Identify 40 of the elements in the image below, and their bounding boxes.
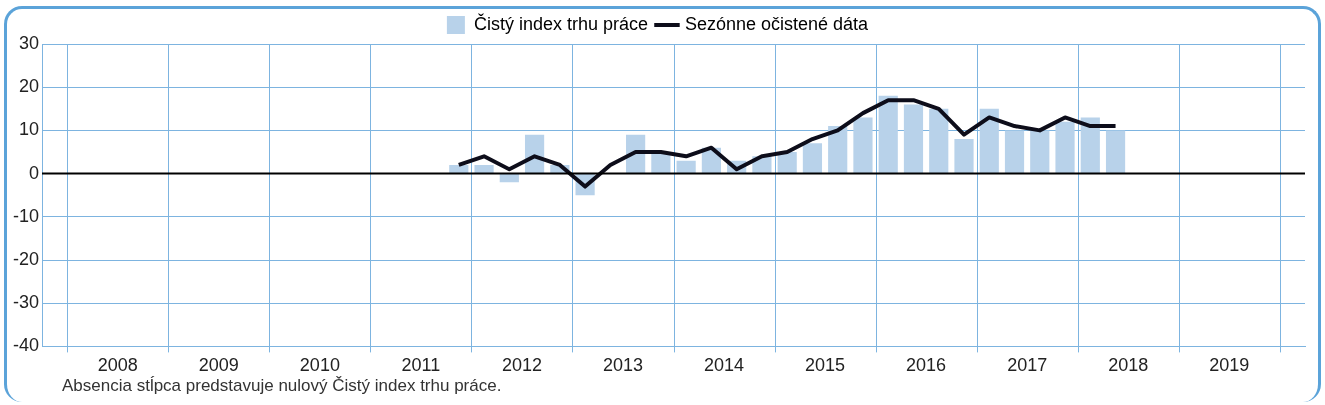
bar — [802, 143, 823, 174]
bar — [853, 117, 873, 174]
bar — [1105, 130, 1126, 174]
y-tick-label: 30 — [18, 32, 40, 53]
x-tick-label: 2012 — [501, 355, 542, 376]
text: Absencia stĺpca predstavuje nulový Čistý index trhu práce. — [62, 376, 502, 396]
bar — [828, 126, 848, 174]
x-tick-label: 2008 — [97, 355, 138, 376]
x-tick-label: 2014 — [704, 355, 745, 376]
legend-label: Sezónne očistené dáta — [684, 13, 870, 34]
y-tick-label: -40 — [13, 335, 40, 356]
bar — [1055, 121, 1075, 174]
x-tick-label: 2013 — [602, 355, 644, 376]
x-tick-label: 2009 — [198, 355, 239, 376]
x-tick-label: 2016 — [906, 355, 947, 376]
y-tick-label: 20 — [18, 76, 40, 97]
bar — [676, 160, 696, 174]
y-tick-label: -30 — [13, 292, 40, 313]
bar — [929, 108, 949, 174]
x-tick-label: 2010 — [299, 355, 340, 376]
bar — [878, 95, 898, 174]
bar — [1030, 130, 1050, 174]
x-tick-label: 2011 — [401, 355, 441, 376]
y-tick-label: 0 — [29, 162, 40, 183]
bar — [474, 164, 494, 174]
x-tick-label: 2017 — [1007, 355, 1048, 376]
legend-label: Čistý index trhu práce — [473, 12, 648, 34]
x-tick-label: 2018 — [1108, 355, 1149, 376]
bar — [1080, 117, 1100, 174]
y-tick-label: 10 — [18, 119, 40, 140]
bar — [979, 108, 999, 174]
x-tick-label: 2019 — [1209, 355, 1250, 376]
bar — [777, 152, 797, 174]
bar — [449, 164, 469, 174]
bar — [903, 104, 924, 174]
x-tick-label: 2015 — [805, 355, 846, 376]
bar — [954, 139, 974, 174]
y-tick-label: -20 — [13, 248, 40, 269]
y-tick-label: -10 — [13, 205, 40, 226]
bar — [1004, 130, 1025, 174]
